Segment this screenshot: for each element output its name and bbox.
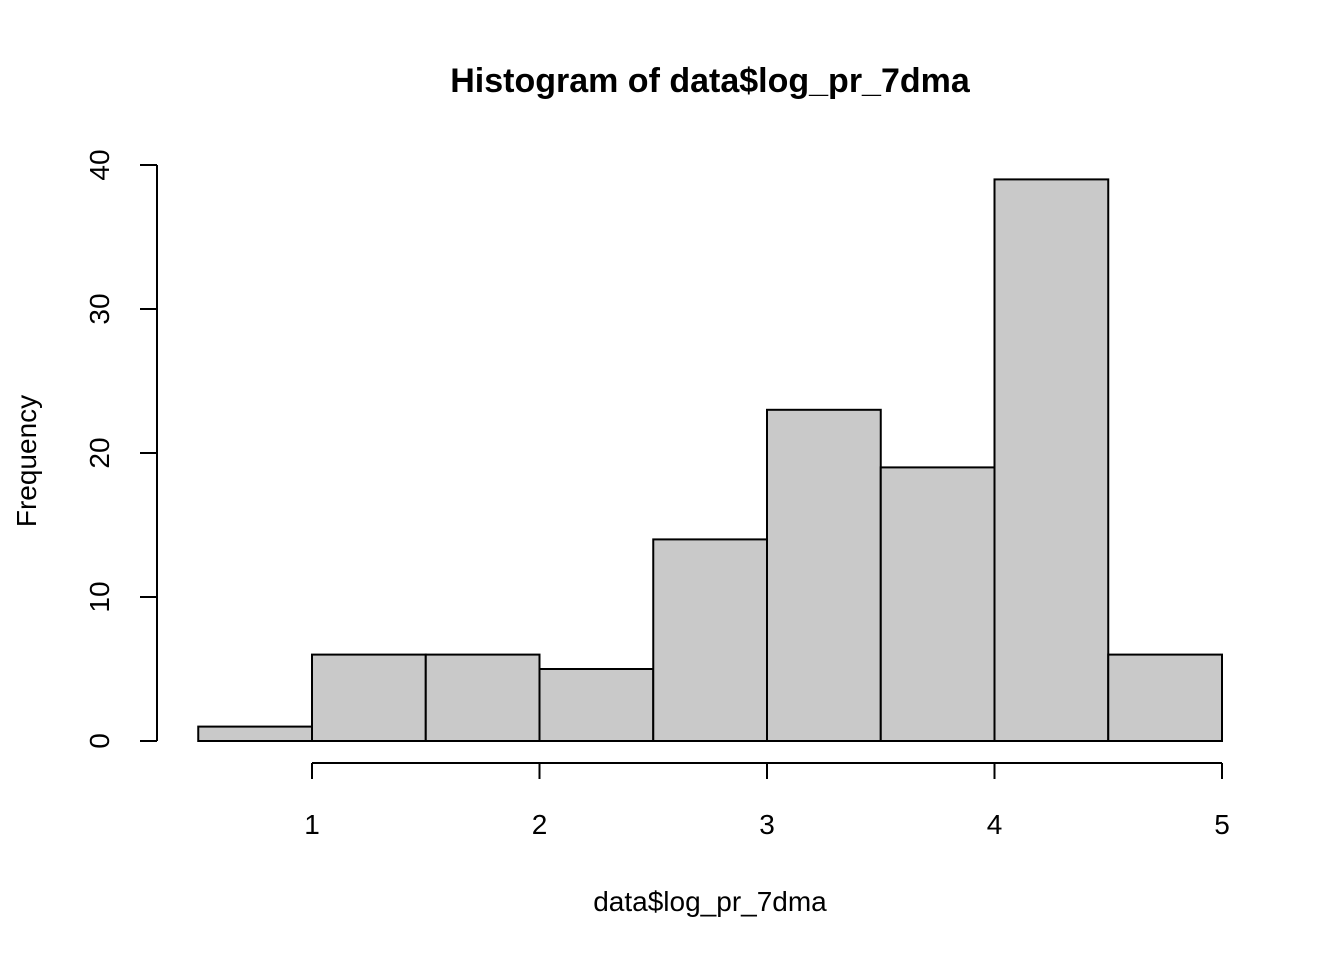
x-tick-label: 5 [1214,809,1230,840]
x-axis-label: data$log_pr_7dma [593,886,827,917]
histogram-bar-8 [993,178,1110,742]
histogram-bar-4 [538,668,655,742]
y-tick-label: 30 [84,293,115,324]
histogram-bar-7 [879,466,996,742]
y-tick-label: 0 [84,733,115,749]
y-tick-label: 10 [84,581,115,612]
histogram-bar-9 [1107,653,1223,742]
histogram-bar-5 [652,538,768,743]
y-axis: 0 10 20 30 40 [84,149,158,749]
x-tick-label: 3 [759,809,775,840]
histogram-bar-6 [766,408,882,742]
bars-group [197,178,1223,743]
y-tick-label: 20 [84,437,115,468]
y-tick-label: 40 [84,149,115,180]
histogram-bar-1 [197,725,313,742]
x-tick-label: 4 [987,809,1003,840]
x-tick-label: 2 [532,809,548,840]
histogram-bar-3 [424,653,541,742]
x-tick-label: 1 [304,809,320,840]
chart-title: Histogram of data$log_pr_7dma [450,62,971,100]
histogram-bar-2 [311,653,427,742]
x-axis: 1 2 3 4 5 [304,762,1230,840]
y-axis-label: Frequency [11,395,42,527]
